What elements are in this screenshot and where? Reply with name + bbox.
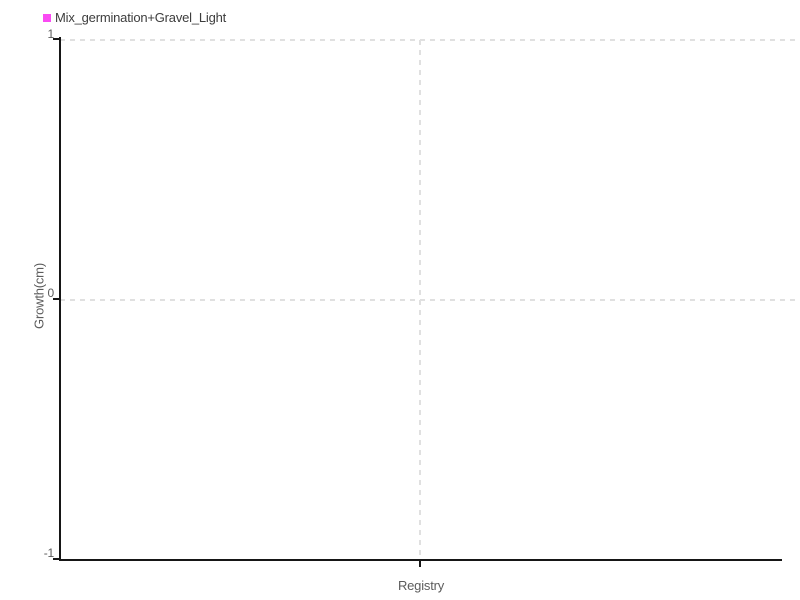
x-axis-spine (59, 559, 782, 561)
y-tick-label-1: 1 (47, 27, 55, 41)
gridline-y0 (60, 299, 795, 301)
y-tick-label-minus1: -1 (43, 546, 54, 560)
x-tick-mark-registry (419, 561, 421, 567)
y-tick-mark-0 (53, 298, 60, 300)
y-tick-mark-1 (53, 38, 60, 40)
y-tick-label-0: 0 (47, 286, 55, 300)
y-axis-title: Growth(cm) (31, 263, 47, 329)
y-axis-spine (59, 37, 61, 561)
x-tick-label-registry: Registry (397, 578, 445, 593)
gridline-x-registry (419, 40, 421, 559)
gridline-y1 (60, 39, 795, 41)
legend: Mix_germination+Gravel_Light (43, 8, 226, 26)
legend-item-label: Mix_germination+Gravel_Light (55, 9, 227, 25)
legend-marker-square-icon (43, 14, 51, 22)
y-tick-mark-minus1 (53, 558, 60, 560)
